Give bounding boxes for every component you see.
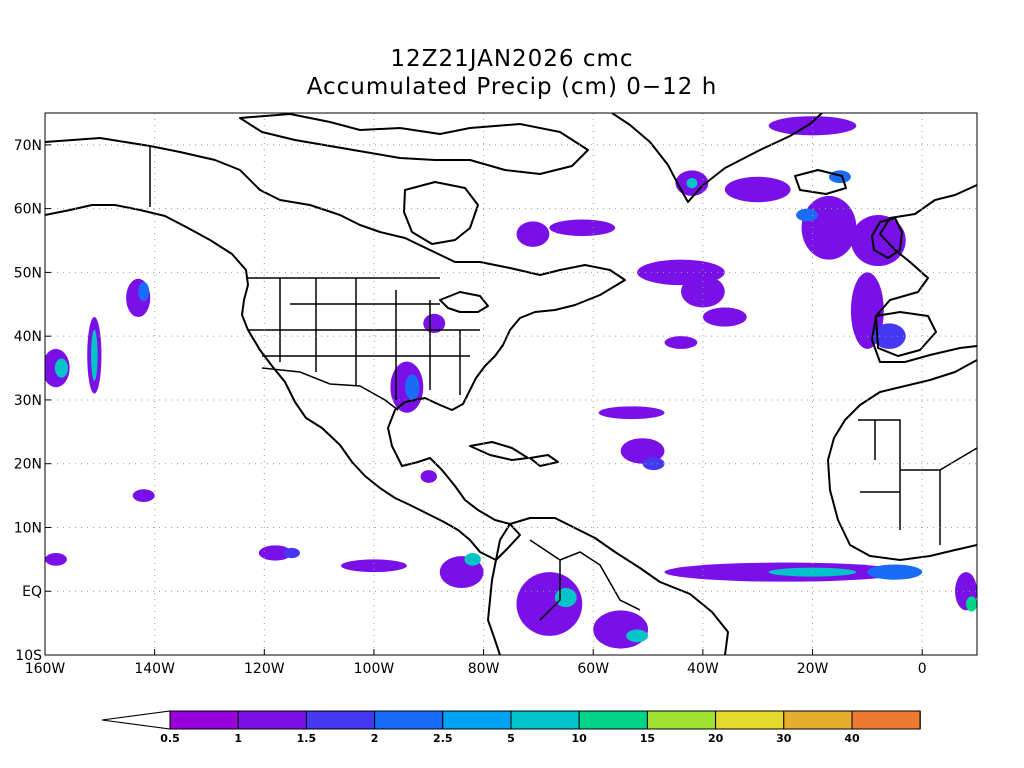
colorbar-label-5: 5 bbox=[507, 732, 515, 745]
hudson-bay-outline bbox=[403, 181, 479, 245]
precip-region-39 bbox=[867, 564, 923, 580]
colorbar-label-4: 2.5 bbox=[433, 732, 453, 745]
lat-tick-label-4: 30N bbox=[14, 393, 42, 409]
lat-tick-label-6: 50N bbox=[14, 265, 42, 281]
north-america-outline bbox=[45, 137, 626, 561]
precip-region-3 bbox=[91, 329, 98, 381]
lon-tick-label-1: 140W bbox=[134, 661, 175, 677]
colorbar-label-6: 10 bbox=[572, 732, 588, 745]
precip-region-13 bbox=[702, 307, 747, 327]
lon-tick-label-0: 160W bbox=[25, 661, 66, 677]
precip-region-8 bbox=[423, 313, 446, 333]
precip-region-19 bbox=[686, 178, 698, 189]
colorbar-label-7: 15 bbox=[640, 732, 655, 745]
precip-region-1 bbox=[138, 281, 150, 302]
precip-region-42 bbox=[132, 489, 155, 502]
lon-tick-label-7: 20W bbox=[797, 661, 829, 677]
lat-tick-label-3: 20N bbox=[14, 457, 42, 473]
lon-tick-label-2: 120W bbox=[244, 661, 285, 677]
precip-region-24 bbox=[828, 170, 851, 184]
map-title-line1: 12Z21JAN2026 cmc bbox=[390, 46, 634, 72]
precip-region-38 bbox=[768, 567, 857, 577]
colorbar-label-3: 2 bbox=[371, 732, 379, 745]
precip-region-14 bbox=[664, 336, 698, 349]
british-isles-outline bbox=[871, 217, 903, 259]
precip-region-15 bbox=[598, 406, 665, 420]
precip-region-20 bbox=[724, 176, 791, 203]
map-axes: 160W 140W 120W 100W 80W 60W 40W 20W 0 10S EQ 10N 20N… bbox=[14, 138, 927, 677]
map-title-line2: Accumulated Precip (cm) 0−12 h bbox=[306, 74, 718, 100]
iceland-outline bbox=[794, 169, 847, 195]
precip-region-17 bbox=[642, 457, 665, 471]
precip-region-35 bbox=[593, 610, 649, 649]
lon-tick-label-5: 60W bbox=[577, 661, 609, 677]
lat-tick-label-0: 10S bbox=[15, 648, 42, 664]
colorbar-label-2: 1.5 bbox=[297, 732, 317, 745]
colorbar-label-10: 40 bbox=[844, 732, 860, 745]
lon-tick-label-6: 40W bbox=[687, 661, 719, 677]
precip-layer bbox=[45, 116, 977, 649]
precip-region-9 bbox=[516, 221, 550, 247]
lon-tick-label-3: 100W bbox=[354, 661, 395, 677]
colorbar-box-6 bbox=[578, 710, 648, 730]
lat-tick-label-8: 70N bbox=[14, 138, 42, 154]
hispaniola-outline bbox=[529, 454, 559, 467]
lon-tick-label-4: 80W bbox=[468, 661, 500, 677]
colorbar-box-4 bbox=[442, 710, 512, 730]
colorbar-box-1 bbox=[237, 710, 307, 730]
precip-region-7 bbox=[405, 374, 420, 400]
precip-region-22 bbox=[796, 208, 819, 222]
us-state-lines bbox=[248, 278, 480, 400]
precip-region-32 bbox=[464, 552, 481, 566]
colorbar-box-0 bbox=[169, 710, 239, 730]
arctic-islands-outline bbox=[239, 113, 589, 175]
colorbar-box-9 bbox=[783, 710, 853, 730]
political-borders bbox=[149, 145, 977, 621]
precip-region-21 bbox=[801, 195, 857, 260]
colorbar: 0.5 1 1.5 2 2.5 5 10 15 20 30 40 bbox=[101, 710, 921, 745]
precip-region-30 bbox=[341, 559, 407, 573]
colorbar-box-10 bbox=[851, 710, 921, 730]
colorbar-box-5 bbox=[510, 710, 580, 730]
us-mexico-border bbox=[261, 367, 399, 411]
colorbar-under-arrow bbox=[101, 710, 171, 730]
cuba-outline bbox=[469, 441, 529, 461]
lat-tick-label-2: 10N bbox=[14, 520, 42, 536]
precip-region-12 bbox=[680, 275, 725, 308]
precip-region-5 bbox=[54, 358, 69, 378]
south-america-country-lines bbox=[529, 539, 641, 621]
colorbar-box-3 bbox=[374, 710, 444, 730]
precip-region-25 bbox=[850, 215, 906, 267]
map-gridlines bbox=[45, 113, 977, 655]
precip-region-27 bbox=[872, 323, 906, 349]
precip-region-36 bbox=[626, 629, 649, 643]
africa-country-lines bbox=[858, 419, 977, 545]
precip-region-29 bbox=[283, 547, 300, 559]
great-lakes-outline bbox=[439, 291, 489, 313]
colorbar-label-1: 1 bbox=[234, 732, 242, 745]
precip-region-28 bbox=[258, 545, 292, 561]
colorbar-box-2 bbox=[305, 710, 376, 730]
south-america-outline bbox=[487, 517, 729, 655]
lon-tick-label-8: 0 bbox=[918, 661, 927, 677]
colorbar-label-8: 20 bbox=[708, 732, 724, 745]
iberia-outline bbox=[875, 311, 937, 357]
colorbar-label-0: 0.5 bbox=[160, 732, 180, 745]
lat-tick-label-7: 60N bbox=[14, 202, 42, 218]
precip-region-44 bbox=[420, 470, 437, 483]
precip-region-10 bbox=[549, 219, 616, 237]
precip-region-41 bbox=[966, 596, 977, 612]
coastline-layer bbox=[45, 113, 977, 655]
europe-africa-outline bbox=[827, 184, 977, 561]
lat-tick-label-1: EQ bbox=[22, 584, 42, 600]
map-frame bbox=[44, 112, 978, 656]
colorbar-label-9: 30 bbox=[776, 732, 792, 745]
lat-tick-label-5: 40N bbox=[14, 329, 42, 345]
greenland-outline bbox=[611, 113, 823, 203]
precip-region-43 bbox=[45, 552, 67, 566]
colorbar-box-7 bbox=[646, 710, 717, 730]
colorbar-box-8 bbox=[715, 710, 785, 730]
